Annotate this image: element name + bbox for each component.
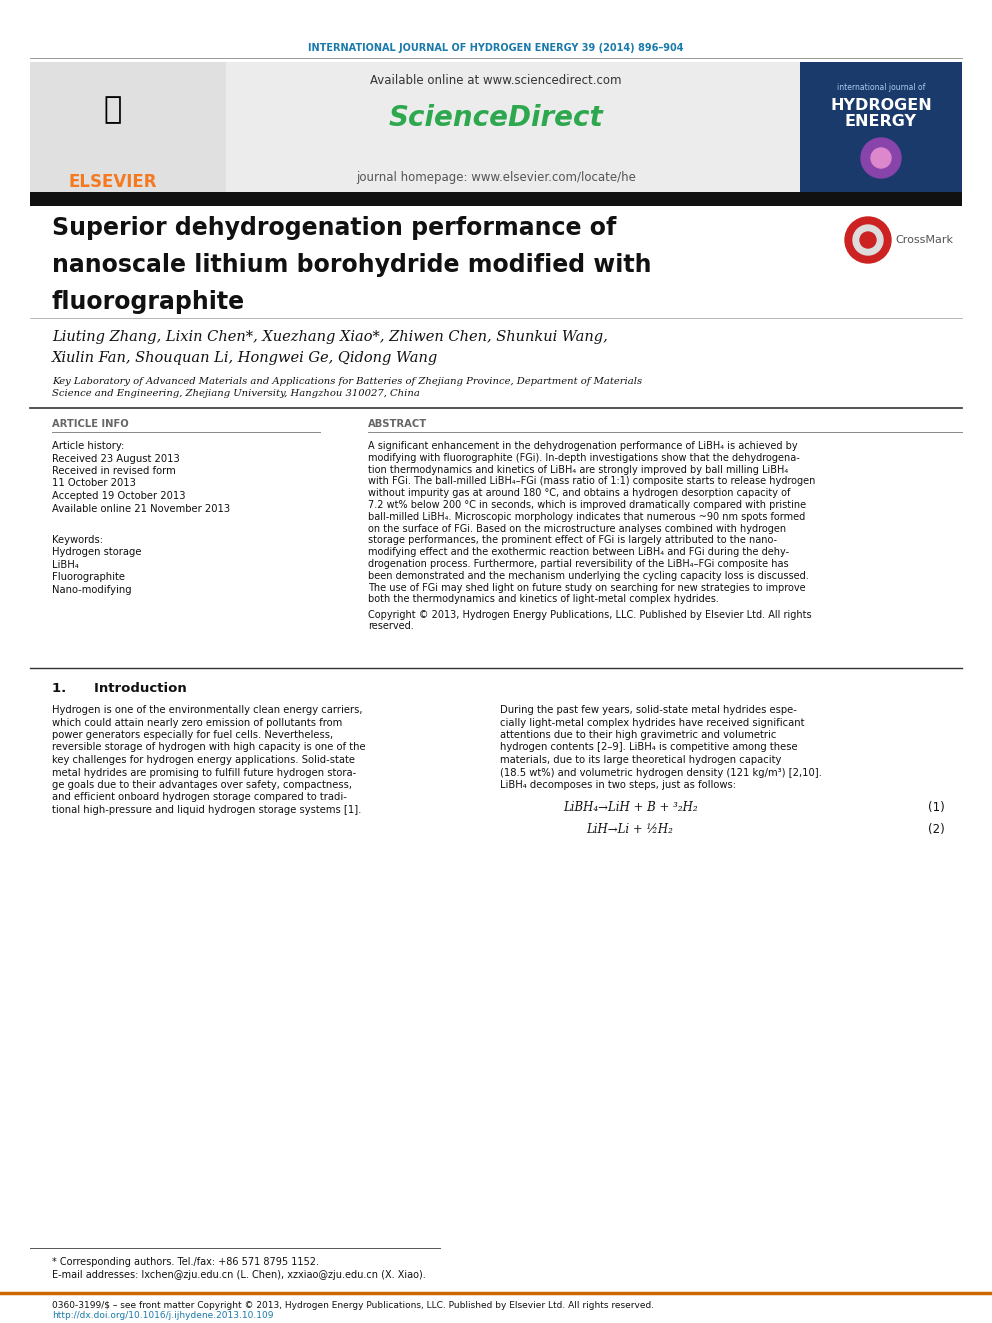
Text: ELSEVIER: ELSEVIER — [68, 173, 158, 191]
Text: attentions due to their high gravimetric and volumetric: attentions due to their high gravimetric… — [500, 730, 777, 740]
Text: Copyright © 2013, Hydrogen Energy Publications, LLC. Published by Elsevier Ltd. : Copyright © 2013, Hydrogen Energy Public… — [368, 610, 811, 620]
Text: ABSTRACT: ABSTRACT — [368, 419, 428, 429]
Bar — [30, 62, 962, 192]
Text: ENERGY: ENERGY — [845, 115, 917, 130]
Bar — [800, 62, 962, 192]
Text: Available online at www.sciencedirect.com: Available online at www.sciencedirect.co… — [370, 74, 622, 86]
Text: ScienceDirect: ScienceDirect — [389, 105, 603, 132]
Text: Xiulin Fan, Shouquan Li, Hongwei Ge, Qidong Wang: Xiulin Fan, Shouquan Li, Hongwei Ge, Qid… — [52, 351, 438, 365]
Text: key challenges for hydrogen energy applications. Solid-state: key challenges for hydrogen energy appli… — [52, 755, 355, 765]
Text: tion thermodynamics and kinetics of LiBH₄ are strongly improved by ball milling : tion thermodynamics and kinetics of LiBH… — [368, 464, 789, 475]
Text: and efficient onboard hydrogen storage compared to tradi-: and efficient onboard hydrogen storage c… — [52, 792, 347, 803]
Circle shape — [861, 138, 901, 179]
Text: http://dx.doi.org/10.1016/j.ijhydene.2013.10.109: http://dx.doi.org/10.1016/j.ijhydene.201… — [52, 1311, 274, 1320]
Text: Received 23 August 2013: Received 23 August 2013 — [52, 454, 180, 463]
Text: 0360-3199/$ – see front matter Copyright © 2013, Hydrogen Energy Publications, L: 0360-3199/$ – see front matter Copyright… — [52, 1301, 654, 1310]
Text: ARTICLE INFO: ARTICLE INFO — [52, 419, 129, 429]
Text: LiBH₄: LiBH₄ — [52, 560, 78, 570]
Text: Hydrogen storage: Hydrogen storage — [52, 548, 142, 557]
Text: Science and Engineering, Zhejiang University, Hangzhou 310027, China: Science and Engineering, Zhejiang Univer… — [52, 389, 420, 397]
Text: Nano-modifying: Nano-modifying — [52, 585, 132, 595]
Text: HYDROGEN: HYDROGEN — [830, 98, 931, 112]
Text: with FGi. The ball-milled LiBH₄–FGi (mass ratio of 1:1) composite starts to rele: with FGi. The ball-milled LiBH₄–FGi (mas… — [368, 476, 815, 487]
Circle shape — [845, 217, 891, 263]
Text: nanoscale lithium borohydride modified with: nanoscale lithium borohydride modified w… — [52, 253, 652, 277]
Text: Superior dehydrogenation performance of: Superior dehydrogenation performance of — [52, 216, 616, 239]
Text: 7.2 wt% below 200 °C in seconds, which is improved dramatically compared with pr: 7.2 wt% below 200 °C in seconds, which i… — [368, 500, 806, 509]
Text: CrossMark: CrossMark — [895, 235, 953, 245]
Text: (2): (2) — [929, 823, 945, 836]
Text: without impurity gas at around 180 °C, and obtains a hydrogen desorption capacit: without impurity gas at around 180 °C, a… — [368, 488, 791, 499]
Text: storage performances, the prominent effect of FGi is largely attributed to the n: storage performances, the prominent effe… — [368, 536, 777, 545]
Text: Keywords:: Keywords: — [52, 534, 103, 545]
Text: power generators especially for fuel cells. Nevertheless,: power generators especially for fuel cel… — [52, 730, 333, 740]
Circle shape — [860, 232, 876, 247]
Text: drogenation process. Furthermore, partial reversibility of the LiBH₄–FGi composi: drogenation process. Furthermore, partia… — [368, 560, 789, 569]
Text: 1.      Introduction: 1. Introduction — [52, 681, 186, 695]
Text: Hydrogen is one of the environmentally clean energy carriers,: Hydrogen is one of the environmentally c… — [52, 705, 362, 714]
Text: Received in revised form: Received in revised form — [52, 466, 176, 476]
Text: 11 October 2013: 11 October 2013 — [52, 479, 136, 488]
Text: been demonstrated and the mechanism underlying the cycling capacity loss is disc: been demonstrated and the mechanism unde… — [368, 570, 808, 581]
Bar — [30, 62, 226, 192]
Text: tional high-pressure and liquid hydrogen storage systems [1].: tional high-pressure and liquid hydrogen… — [52, 804, 361, 815]
Text: (18.5 wt%) and volumetric hydrogen density (121 kg/m³) [2,10].: (18.5 wt%) and volumetric hydrogen densi… — [500, 767, 822, 778]
Text: international journal of: international journal of — [837, 83, 926, 93]
Text: LiBH₄ decomposes in two steps, just as follows:: LiBH₄ decomposes in two steps, just as f… — [500, 781, 736, 790]
Text: * Corresponding authors. Tel./fax: +86 571 8795 1152.: * Corresponding authors. Tel./fax: +86 5… — [52, 1257, 319, 1267]
Text: ball-milled LiBH₄. Microscopic morphology indicates that numerous ~90 nm spots f: ball-milled LiBH₄. Microscopic morpholog… — [368, 512, 806, 521]
Text: materials, due to its large theoretical hydrogen capacity: materials, due to its large theoretical … — [500, 755, 782, 765]
Text: ge goals due to their advantages over safety, compactness,: ge goals due to their advantages over sa… — [52, 781, 352, 790]
Text: Accepted 19 October 2013: Accepted 19 October 2013 — [52, 491, 186, 501]
Text: fluorographite: fluorographite — [52, 290, 245, 314]
Text: During the past few years, solid-state metal hydrides espe-: During the past few years, solid-state m… — [500, 705, 797, 714]
Text: cially light-metal complex hydrides have received significant: cially light-metal complex hydrides have… — [500, 717, 805, 728]
Text: A significant enhancement in the dehydrogenation performance of LiBH₄ is achieve: A significant enhancement in the dehydro… — [368, 441, 798, 451]
Text: hydrogen contents [2–9]. LiBH₄ is competitive among these: hydrogen contents [2–9]. LiBH₄ is compet… — [500, 742, 798, 753]
Text: LiH→Li + ½H₂: LiH→Li + ½H₂ — [586, 823, 674, 836]
Text: Fluorographite: Fluorographite — [52, 573, 125, 582]
Text: modifying effect and the exothermic reaction between LiBH₄ and FGi during the de: modifying effect and the exothermic reac… — [368, 548, 789, 557]
Text: journal homepage: www.elsevier.com/locate/he: journal homepage: www.elsevier.com/locat… — [356, 172, 636, 184]
Circle shape — [853, 225, 883, 255]
Text: both the thermodynamics and kinetics of light-metal complex hydrides.: both the thermodynamics and kinetics of … — [368, 594, 719, 605]
Text: The use of FGi may shed light on future study on searching for new strategies to: The use of FGi may shed light on future … — [368, 582, 806, 593]
Bar — [30, 192, 962, 206]
Text: reversible storage of hydrogen with high capacity is one of the: reversible storage of hydrogen with high… — [52, 742, 366, 753]
Text: which could attain nearly zero emission of pollutants from: which could attain nearly zero emission … — [52, 717, 342, 728]
Text: Key Laboratory of Advanced Materials and Applications for Batteries of Zhejiang : Key Laboratory of Advanced Materials and… — [52, 377, 642, 385]
Text: E-mail addresses: lxchen@zju.edu.cn (L. Chen), xzxiao@zju.edu.cn (X. Xiao).: E-mail addresses: lxchen@zju.edu.cn (L. … — [52, 1270, 426, 1279]
Text: reserved.: reserved. — [368, 622, 414, 631]
Text: Article history:: Article history: — [52, 441, 124, 451]
Text: INTERNATIONAL JOURNAL OF HYDROGEN ENERGY 39 (2014) 896–904: INTERNATIONAL JOURNAL OF HYDROGEN ENERGY… — [309, 44, 683, 53]
Text: 🌲: 🌲 — [104, 95, 122, 124]
Circle shape — [871, 148, 891, 168]
Text: (1): (1) — [929, 800, 945, 814]
Text: LiBH₄→LiH + B + ³₂H₂: LiBH₄→LiH + B + ³₂H₂ — [562, 800, 697, 814]
Text: Liuting Zhang, Lixin Chen*, Xuezhang Xiao*, Zhiwen Chen, Shunkui Wang,: Liuting Zhang, Lixin Chen*, Xuezhang Xia… — [52, 329, 608, 344]
Text: Available online 21 November 2013: Available online 21 November 2013 — [52, 504, 230, 513]
Text: on the surface of FGi. Based on the microstructure analyses combined with hydrog: on the surface of FGi. Based on the micr… — [368, 524, 786, 533]
Text: modifying with fluorographite (FGi). In-depth investigations show that the dehyd: modifying with fluorographite (FGi). In-… — [368, 452, 800, 463]
Text: metal hydrides are promising to fulfill future hydrogen stora-: metal hydrides are promising to fulfill … — [52, 767, 356, 778]
